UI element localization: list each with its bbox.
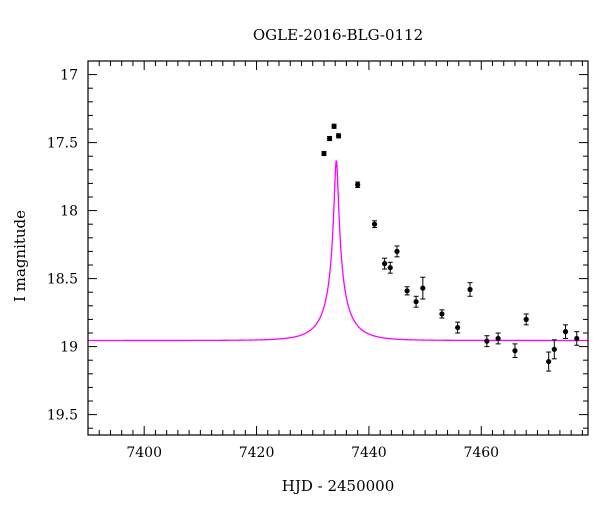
data-point [523, 313, 529, 326]
data-point [326, 135, 333, 142]
data-marker [355, 182, 361, 188]
data-point [455, 321, 461, 334]
data-marker [321, 150, 327, 157]
data-marker [512, 348, 518, 354]
data-point [495, 332, 501, 345]
x-tick-label: 7420 [239, 445, 275, 461]
model-curve [88, 160, 588, 342]
data-marker [523, 316, 529, 322]
y-tick-label: 17.5 [47, 136, 78, 152]
tick-labels: 7400 7420 7440 7460 17 17.5 18 18.5 19 19.5 [47, 68, 499, 461]
data-point [371, 220, 378, 229]
data-point [321, 150, 327, 157]
data-point [335, 133, 342, 139]
plot-frame [87, 60, 589, 436]
chart-title: OGLE-2016-BLG-0112 [253, 26, 423, 44]
data-marker [326, 135, 333, 142]
data-point [562, 324, 569, 339]
data-marker [387, 265, 393, 271]
data-marker [439, 311, 445, 317]
data-point [574, 331, 580, 346]
data-marker [404, 288, 410, 294]
x-tick-label: 7400 [126, 445, 162, 461]
data-point [331, 123, 337, 129]
y-tick-label: 18.5 [47, 272, 78, 288]
x-axis-label: HJD - 2450000 [282, 477, 395, 495]
axis-ticks [87, 60, 588, 435]
data-point [355, 181, 361, 188]
data-point [413, 295, 419, 308]
model-curve-layer [88, 160, 588, 342]
data-marker [394, 248, 400, 254]
data-point [467, 282, 473, 297]
data-marker [546, 358, 552, 365]
x-tick-label: 7460 [463, 445, 499, 461]
y-tick-label: 18 [60, 204, 78, 220]
y-axis-label: I magnitude [11, 210, 29, 302]
x-tick-label: 7440 [351, 445, 387, 461]
data-point [551, 339, 557, 360]
y-tick-label: 19.5 [47, 408, 78, 424]
data-marker [574, 335, 580, 342]
data-marker [455, 324, 461, 331]
data-marker [371, 221, 378, 227]
data-marker [495, 335, 501, 342]
data-point [404, 286, 410, 296]
data-marker [551, 346, 557, 352]
data-marker [331, 123, 337, 129]
data-marker [562, 329, 569, 335]
data-marker [335, 133, 342, 139]
data-marker [420, 285, 426, 291]
data-marker [413, 299, 419, 305]
y-tick-label: 17 [60, 68, 78, 84]
data-points [321, 123, 580, 372]
data-point [394, 245, 400, 258]
data-marker [484, 338, 490, 344]
y-tick-label: 19 [60, 340, 78, 356]
data-marker [382, 261, 388, 267]
data-point [512, 343, 518, 358]
data-marker [467, 286, 473, 293]
data-point [546, 351, 552, 372]
data-point [439, 309, 445, 319]
data-point [484, 335, 490, 348]
data-point [387, 261, 393, 274]
data-point [382, 257, 388, 270]
data-point [420, 276, 426, 300]
